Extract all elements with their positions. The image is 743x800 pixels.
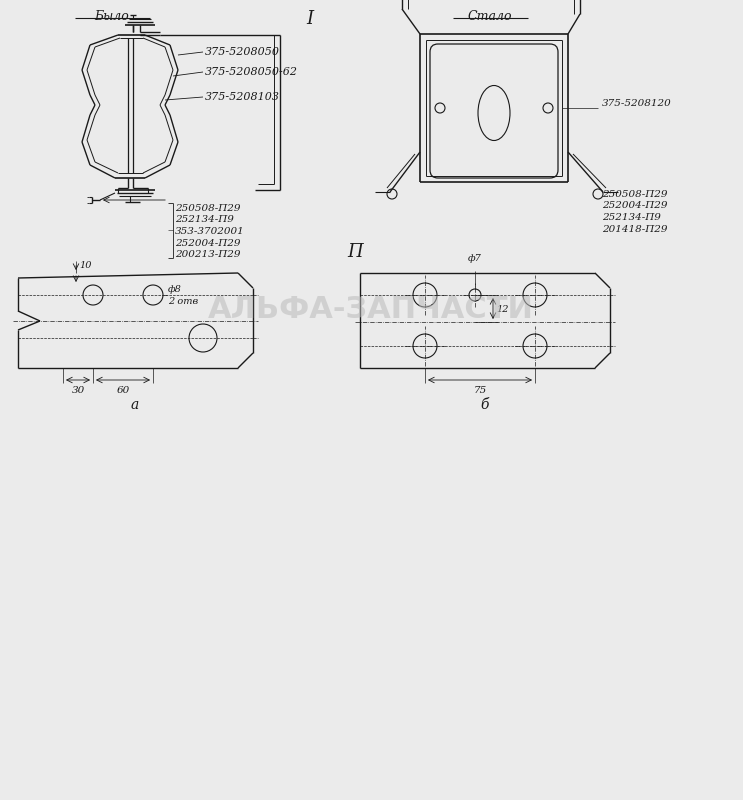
Text: 2 отв: 2 отв — [168, 297, 198, 306]
Text: б: б — [481, 398, 489, 412]
Text: ф8: ф8 — [168, 286, 182, 294]
Text: 252004-П29: 252004-П29 — [602, 202, 667, 210]
Text: 375-5208050-62: 375-5208050-62 — [205, 67, 298, 77]
Text: 200213-П29: 200213-П29 — [175, 250, 241, 259]
Text: 375-5208120: 375-5208120 — [602, 98, 672, 107]
Text: а: а — [131, 398, 139, 412]
Text: 252134-П9: 252134-П9 — [175, 215, 234, 225]
Text: 252004-П29: 252004-П29 — [175, 238, 241, 247]
Text: 250508-П29: 250508-П29 — [175, 204, 241, 213]
Text: Было: Было — [94, 10, 129, 23]
Text: 375-5208050: 375-5208050 — [205, 47, 280, 57]
Text: 75: 75 — [473, 386, 487, 395]
Text: 12: 12 — [496, 305, 508, 314]
Text: 375-5208103: 375-5208103 — [205, 92, 280, 102]
Text: 201418-П29: 201418-П29 — [602, 225, 667, 234]
Text: АЛЬФА-ЗАПЧАСТИ: АЛЬФА-ЗАПЧАСТИ — [208, 295, 534, 325]
Text: 250508-П29: 250508-П29 — [602, 190, 667, 199]
Text: 353-3702001: 353-3702001 — [175, 227, 244, 236]
Text: I: I — [306, 10, 314, 28]
Text: 60: 60 — [117, 386, 129, 395]
Text: ф7: ф7 — [468, 254, 482, 263]
Text: Стало: Стало — [468, 10, 512, 23]
Text: 30: 30 — [71, 386, 85, 395]
Text: 10: 10 — [79, 261, 91, 270]
Text: П: П — [347, 243, 363, 261]
Text: 252134-П9: 252134-П9 — [602, 213, 661, 222]
